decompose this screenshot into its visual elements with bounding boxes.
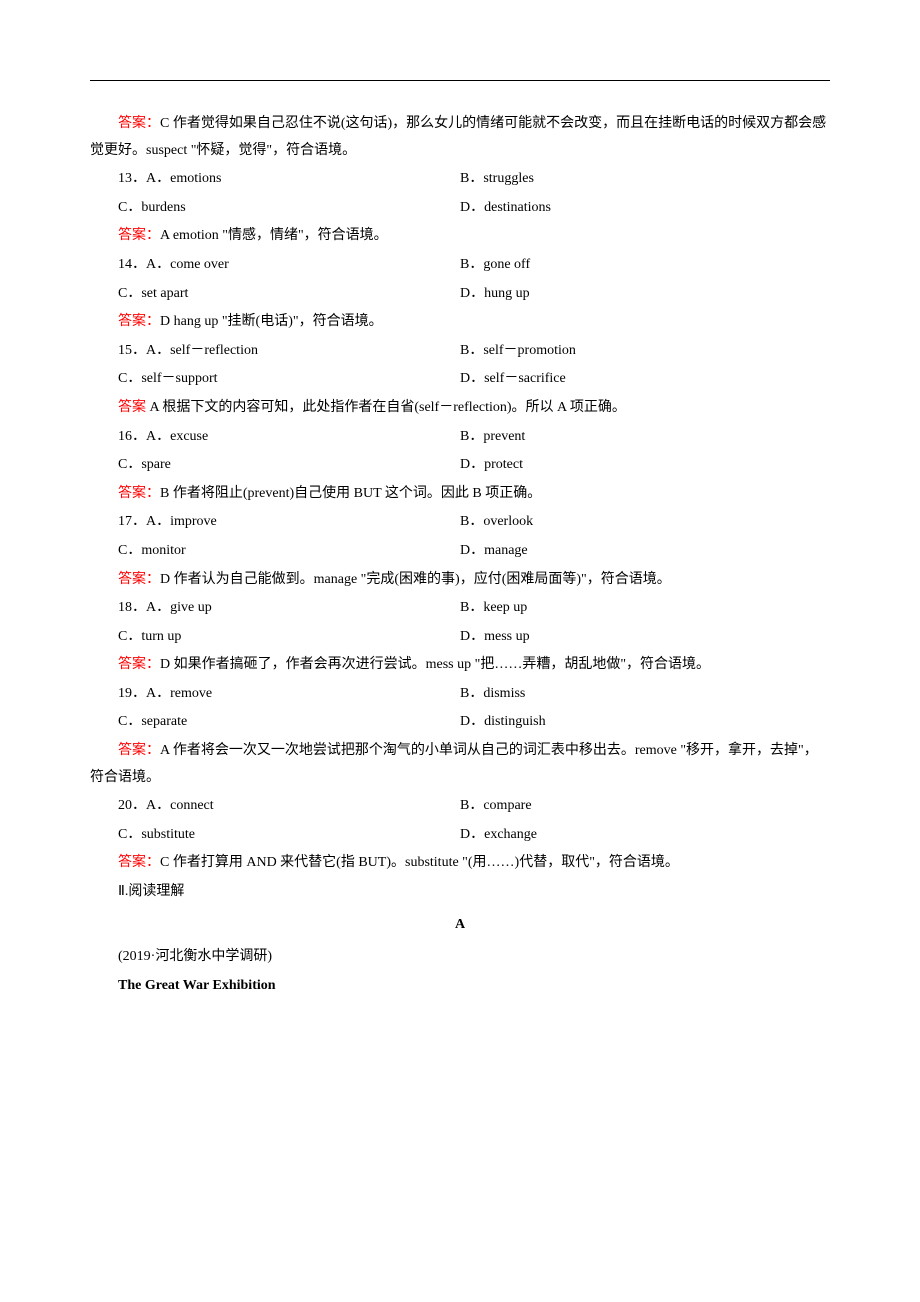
answer-label: 答案： — [118, 743, 160, 758]
option-18d: D．mess up — [460, 624, 830, 651]
answer-16: 答案：B 作者将阻止(prevent)自己使用 BUT 这个词。因此 B 项正确… — [90, 481, 830, 508]
answer-letter: D — [160, 657, 170, 672]
option-13b: B．struggles — [460, 166, 830, 193]
option-15d: D．self－sacrifice — [460, 366, 830, 393]
option-14d: D．hung up — [460, 281, 830, 308]
option-19b: B．dismiss — [460, 681, 830, 708]
answer-14: 答案：D hang up "挂断(电话)"，符合语境。 — [90, 309, 830, 336]
answer-explanation: hang up "挂断(电话)"，符合语境。 — [170, 314, 382, 329]
answer-13: 答案：A emotion "情感，情绪"，符合语境。 — [90, 223, 830, 250]
option-18a: 18．A．give up — [90, 595, 460, 622]
option-15b: B．self－promotion — [460, 338, 830, 365]
question-20-row2: C．substitute D．exchange — [90, 822, 830, 849]
answer-explanation: 作者将阻止(prevent)自己使用 BUT 这个词。因此 B 项正确。 — [169, 486, 541, 501]
answer-explanation: 作者打算用 AND 来代替它(指 BUT)。substitute "(用……)代… — [169, 855, 679, 870]
question-17-row1: 17．A．improve B．overlook — [90, 509, 830, 536]
option-13c: C．burdens — [90, 195, 460, 222]
option-16a: 16．A．excuse — [90, 424, 460, 451]
answer-20: 答案：C 作者打算用 AND 来代替它(指 BUT)。substitute "(… — [90, 850, 830, 877]
answer-letter: C — [160, 855, 169, 870]
question-13-row2: C．burdens D．destinations — [90, 195, 830, 222]
option-17d: D．manage — [460, 538, 830, 565]
answer-label: 答案： — [118, 314, 160, 329]
question-18-row1: 18．A．give up B．keep up — [90, 595, 830, 622]
option-14a: 14．A．come over — [90, 252, 460, 279]
question-13-row1: 13．A．emotions B．struggles — [90, 166, 830, 193]
answer-explanation: 作者认为自己能做到。manage "完成(困难的事)，应付(困难局面等)"，符合… — [170, 572, 671, 587]
question-20-row1: 20．A．connect B．compare — [90, 793, 830, 820]
answer-explanation: 作者将会一次又一次地尝试把那个淘气的小单词从自己的词汇表中移出去。remove … — [90, 743, 818, 785]
answer-letter: A — [160, 228, 169, 243]
option-19d: D．distinguish — [460, 709, 830, 736]
section-2-title: Ⅱ.阅读理解 — [90, 879, 830, 906]
answer-label: 答案： — [118, 116, 160, 131]
option-20b: B．compare — [460, 793, 830, 820]
option-16d: D．protect — [460, 452, 830, 479]
question-16-row2: C．spare D．protect — [90, 452, 830, 479]
answer-17: 答案：D 作者认为自己能做到。manage "完成(困难的事)，应付(困难局面等… — [90, 567, 830, 594]
question-15-row2: C．self－support D．self－sacrifice — [90, 366, 830, 393]
year-source: (2019·河北衡水中学调研) — [90, 944, 830, 971]
answer-letter: A — [160, 743, 169, 758]
option-18b: B．keep up — [460, 595, 830, 622]
answer-letter: B — [160, 486, 169, 501]
answer-label: 答案： — [118, 572, 160, 587]
option-15a: 15．A．self－reflection — [90, 338, 460, 365]
option-15c: C．self－support — [90, 366, 460, 393]
option-16b: B．prevent — [460, 424, 830, 451]
question-19-row1: 19．A．remove B．dismiss — [90, 681, 830, 708]
answer-label: 答案： — [118, 228, 160, 243]
option-19a: 19．A．remove — [90, 681, 460, 708]
option-17c: C．monitor — [90, 538, 460, 565]
passage-label: A — [90, 912, 830, 939]
question-16-row1: 16．A．excuse B．prevent — [90, 424, 830, 451]
option-20a: 20．A．connect — [90, 793, 460, 820]
answer-12: 答案：C 作者觉得如果自己忍住不说(这句话)，那么女儿的情绪可能就不会改变，而且… — [90, 111, 830, 164]
option-14c: C．set apart — [90, 281, 460, 308]
question-15-row1: 15．A．self－reflection B．self－promotion — [90, 338, 830, 365]
option-16c: C．spare — [90, 452, 460, 479]
option-19c: C．separate — [90, 709, 460, 736]
option-17b: B．overlook — [460, 509, 830, 536]
option-14b: B．gone off — [460, 252, 830, 279]
answer-letter: A — [146, 400, 159, 415]
answer-15: 答案 A 根据下文的内容可知，此处指作者在自省(self－reflection)… — [90, 395, 830, 422]
answer-letter: D — [160, 572, 170, 587]
answer-explanation: 作者觉得如果自己忍住不说(这句话)，那么女儿的情绪可能就不会改变，而且在挂断电话… — [90, 116, 826, 158]
answer-letter: D — [160, 314, 170, 329]
answer-explanation: 如果作者搞砸了，作者会再次进行尝试。mess up "把……弄糟，胡乱地做"，符… — [170, 657, 710, 672]
option-13d: D．destinations — [460, 195, 830, 222]
answer-label: 答案： — [118, 486, 160, 501]
answer-explanation: emotion "情感，情绪"，符合语境。 — [169, 228, 387, 243]
passage-heading: The Great War Exhibition — [90, 973, 830, 1000]
option-18c: C．turn up — [90, 624, 460, 651]
answer-label: 答案： — [118, 855, 160, 870]
answer-explanation: 根据下文的内容可知，此处指作者在自省(self－reflection)。所以 A… — [159, 400, 626, 415]
answer-label: 答案： — [118, 657, 160, 672]
answer-letter: C — [160, 116, 169, 131]
question-17-row2: C．monitor D．manage — [90, 538, 830, 565]
option-20d: D．exchange — [460, 822, 830, 849]
answer-18: 答案：D 如果作者搞砸了，作者会再次进行尝试。mess up "把……弄糟，胡乱… — [90, 652, 830, 679]
option-13a: 13．A．emotions — [90, 166, 460, 193]
question-14-row2: C．set apart D．hung up — [90, 281, 830, 308]
question-18-row2: C．turn up D．mess up — [90, 624, 830, 651]
answer-19: 答案：A 作者将会一次又一次地尝试把那个淘气的小单词从自己的词汇表中移出去。re… — [90, 738, 830, 791]
answer-label: 答案 — [118, 400, 146, 415]
option-20c: C．substitute — [90, 822, 460, 849]
question-14-row1: 14．A．come over B．gone off — [90, 252, 830, 279]
page-divider — [90, 80, 830, 81]
question-19-row2: C．separate D．distinguish — [90, 709, 830, 736]
option-17a: 17．A．improve — [90, 509, 460, 536]
